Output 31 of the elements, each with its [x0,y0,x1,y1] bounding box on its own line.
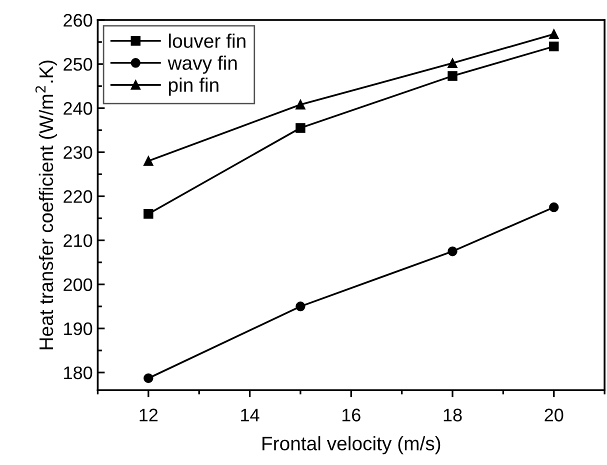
y-tick-label: 190 [64,322,92,336]
point [296,123,306,133]
point [296,100,306,110]
y-tick-label: 240 [64,102,92,115]
legend-label: wavy fin [168,56,237,74]
point [549,42,559,52]
x-tick-label: 16 [342,408,360,422]
x-tick-label: 14 [241,408,260,422]
x-tick-label: 18 [444,408,462,422]
point [448,58,458,68]
y-tick-label: 210 [64,234,92,248]
y-tick-label: 180 [64,366,92,380]
point [144,209,154,219]
x-axis-title: Frontal velocity (m/s) [262,436,440,454]
point [448,246,458,256]
point [296,302,306,312]
y-tick-label: 220 [64,190,92,203]
x-tick-label: 20 [544,408,564,422]
y-tick-label: 260 [64,14,92,27]
y-tick-label: 200 [64,278,92,292]
y-tick-label: 230 [64,146,92,159]
x-tick-label: 12 [140,408,158,422]
point [448,71,458,81]
legend-label: pin fin [168,78,218,96]
legend-label: louver fin [169,34,246,48]
point [549,202,559,212]
point [549,29,559,39]
point [144,156,154,166]
point [144,373,154,384]
y-tick-label: 250 [64,58,92,71]
y-axis-title: Heat transfer coefficient (W/m$^{2}$.K) [35,60,57,350]
